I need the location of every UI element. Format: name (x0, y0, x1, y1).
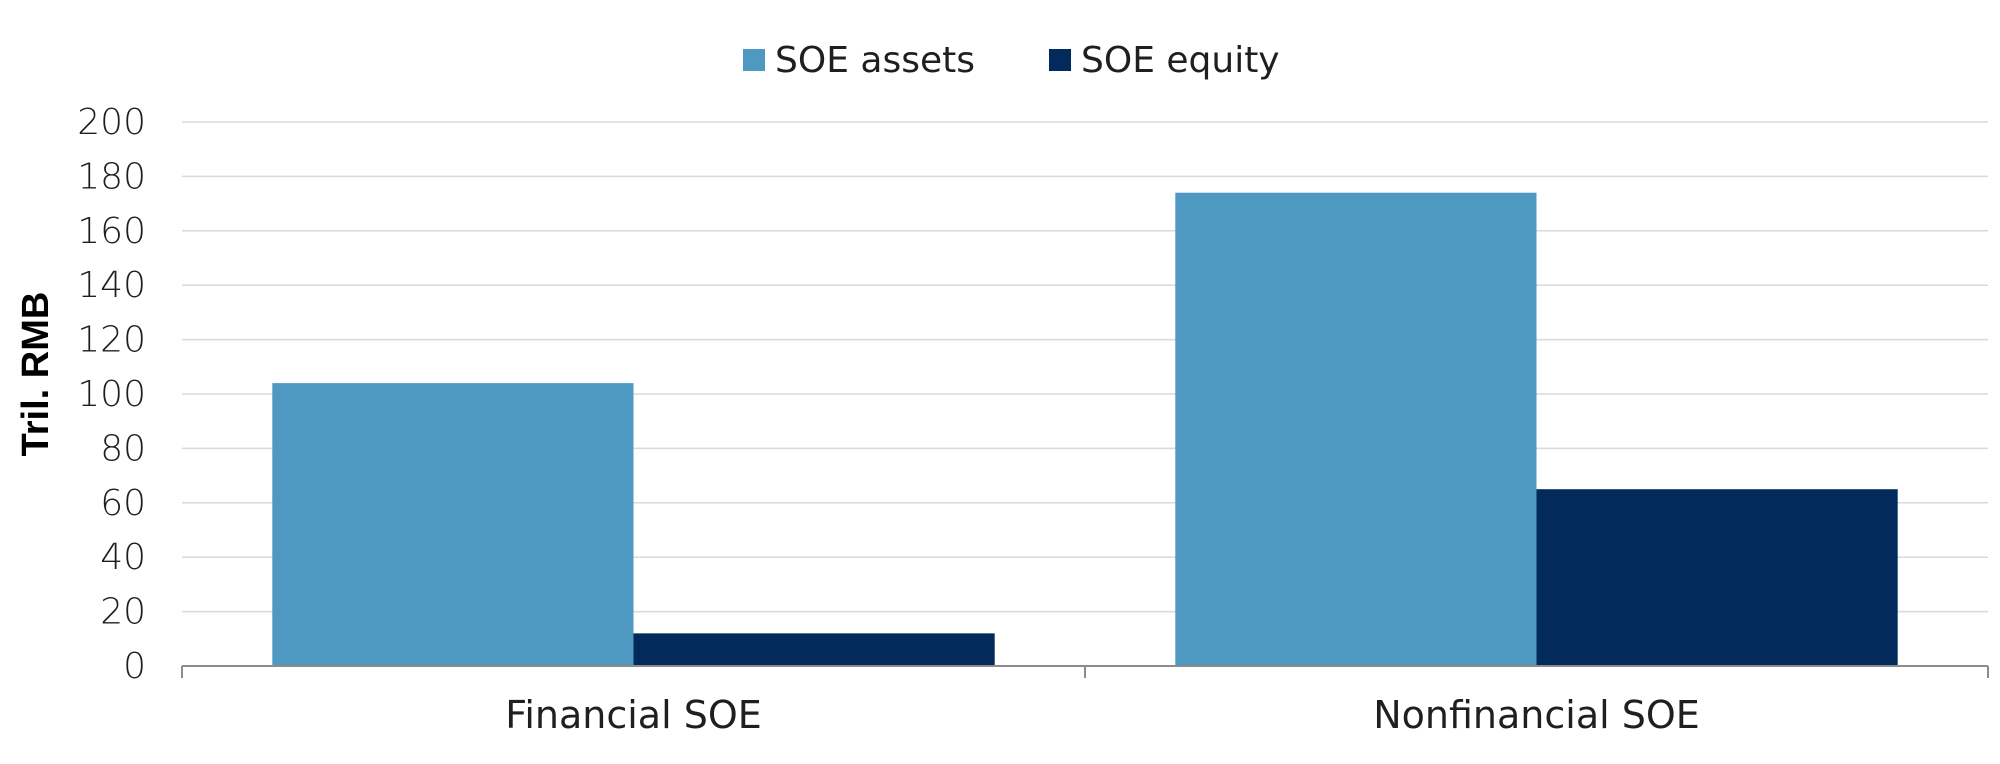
y-tick-label: 0 (123, 646, 146, 687)
x-category-label: Nonfinancial SOE (1373, 693, 1700, 737)
bars (272, 192, 1898, 666)
legend: SOE assets SOE equity (743, 40, 1280, 81)
bar-soe-assets-1 (1175, 192, 1537, 666)
y-tick-label: 100 (77, 374, 146, 415)
y-tick-label: 200 (77, 102, 146, 143)
y-tick-label: 180 (77, 156, 146, 197)
y-axis-title: Tril. RMB (15, 292, 57, 457)
y-tick-label: 120 (77, 320, 146, 361)
bar-soe-assets-0 (272, 383, 634, 666)
legend-label: SOE assets (775, 40, 975, 81)
legend-label: SOE equity (1081, 40, 1280, 81)
x-category-label: Financial SOE (505, 693, 762, 737)
y-tick-label: 160 (77, 211, 146, 252)
bar-soe-equity-1 (1536, 489, 1898, 666)
y-tick-label: 20 (100, 592, 146, 633)
bar-soe-equity-0 (633, 633, 995, 666)
x-axis: Financial SOE Nonfinancial SOE (181, 665, 1989, 737)
y-axis-ticks: 0 20 40 60 80 100 120 140 160 180 200 (77, 102, 146, 687)
y-tick-label: 140 (77, 265, 146, 306)
y-tick-label: 80 (100, 428, 146, 469)
legend-swatch (1049, 49, 1071, 71)
y-tick-label: 40 (100, 537, 146, 578)
y-tick-label: 60 (100, 483, 146, 524)
legend-swatch (743, 49, 765, 71)
